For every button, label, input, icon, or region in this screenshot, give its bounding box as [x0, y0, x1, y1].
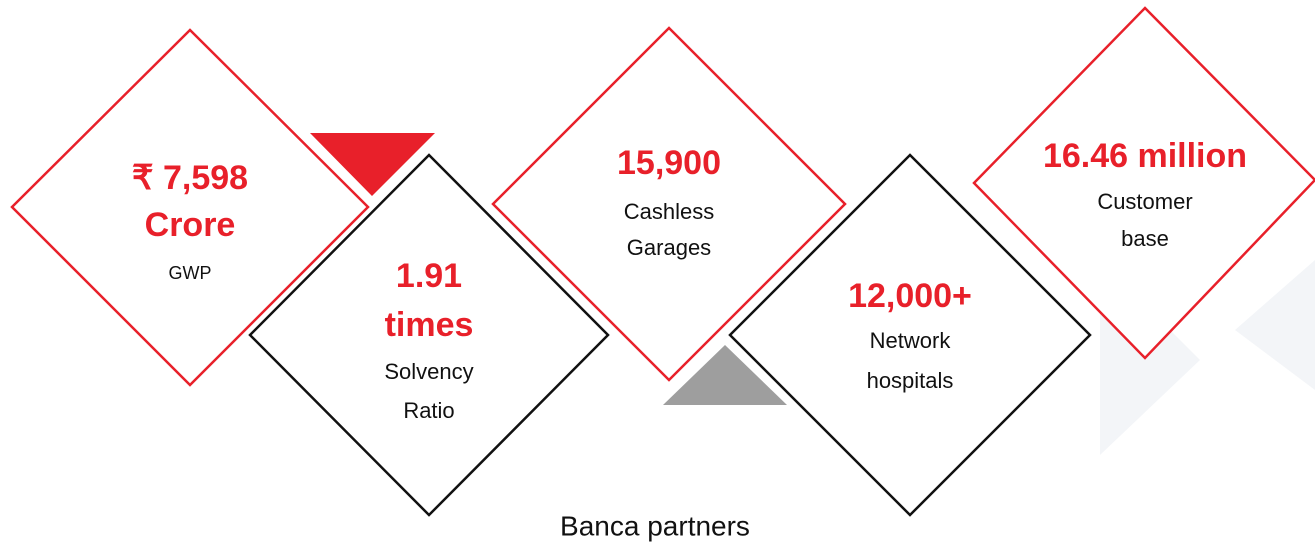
background-shape	[1235, 260, 1315, 390]
stat-diamond	[10, 28, 370, 387]
stat-label: Customer	[1097, 189, 1192, 214]
stat-label: Ratio	[403, 398, 454, 423]
stat-value: 12,000+	[848, 277, 972, 315]
stat-value: 16.46 million	[1043, 137, 1247, 175]
stat-label: hospitals	[867, 368, 954, 393]
stat-value: 15,900	[617, 144, 721, 182]
stat-value: Crore	[145, 206, 236, 244]
caption: Banca partners	[560, 510, 750, 541]
stat-value: ₹ 7,598	[132, 159, 248, 197]
stat-value: times	[385, 306, 474, 344]
stat-value: 1.91	[396, 257, 462, 295]
stat-label: GWP	[169, 263, 212, 283]
stat-diamond	[248, 153, 610, 517]
stat-label: base	[1121, 226, 1169, 251]
stat-diamond	[972, 6, 1315, 360]
stat-label: Solvency	[384, 359, 473, 384]
stat-label: Network	[870, 328, 952, 353]
stat-diamond	[491, 26, 847, 382]
gray-triangle	[663, 345, 787, 405]
red-triangle	[310, 133, 435, 196]
stat-diamond	[728, 153, 1092, 517]
stat-label: Cashless	[624, 199, 714, 224]
stat-label: Garages	[627, 235, 711, 260]
